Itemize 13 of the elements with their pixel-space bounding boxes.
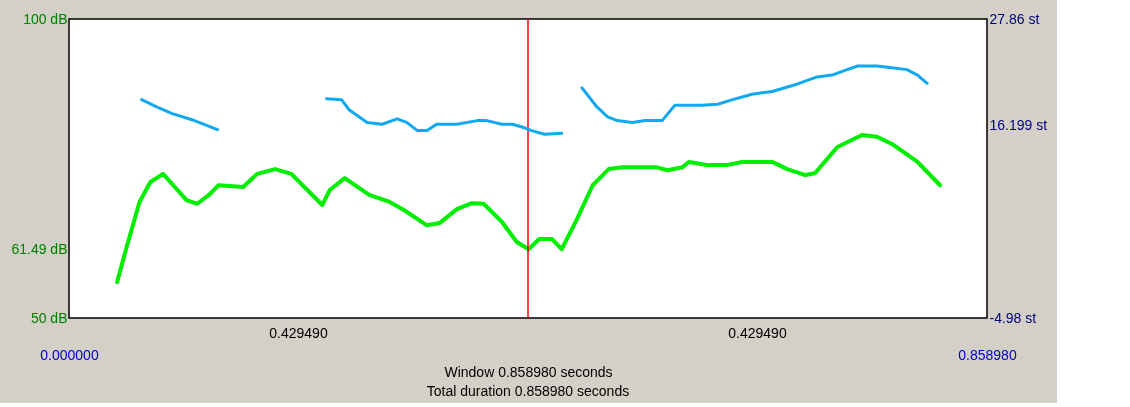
x-tick-label: 0.000000 bbox=[40, 346, 99, 363]
y-tick-label: 100 dB bbox=[23, 10, 68, 27]
text: 0.429490 bbox=[269, 325, 328, 341]
line-series bbox=[115, 133, 942, 285]
x-axis-title: Window 0.858980 seconds bbox=[444, 363, 613, 380]
y-tick-label: 61.49 dB bbox=[11, 240, 68, 257]
y-tick-label: 50 dB bbox=[30, 309, 68, 326]
x-tick-label: 0.858980 bbox=[958, 346, 1017, 363]
y2-tick-label: 16.199 st bbox=[989, 116, 1048, 133]
text: 0.429490 bbox=[728, 325, 787, 341]
y2-tick-label: 27.86 st bbox=[989, 10, 1040, 27]
y2-tick-label: -4.98 st bbox=[989, 309, 1037, 326]
text: Total duration 0.858980 seconds bbox=[426, 383, 630, 399]
